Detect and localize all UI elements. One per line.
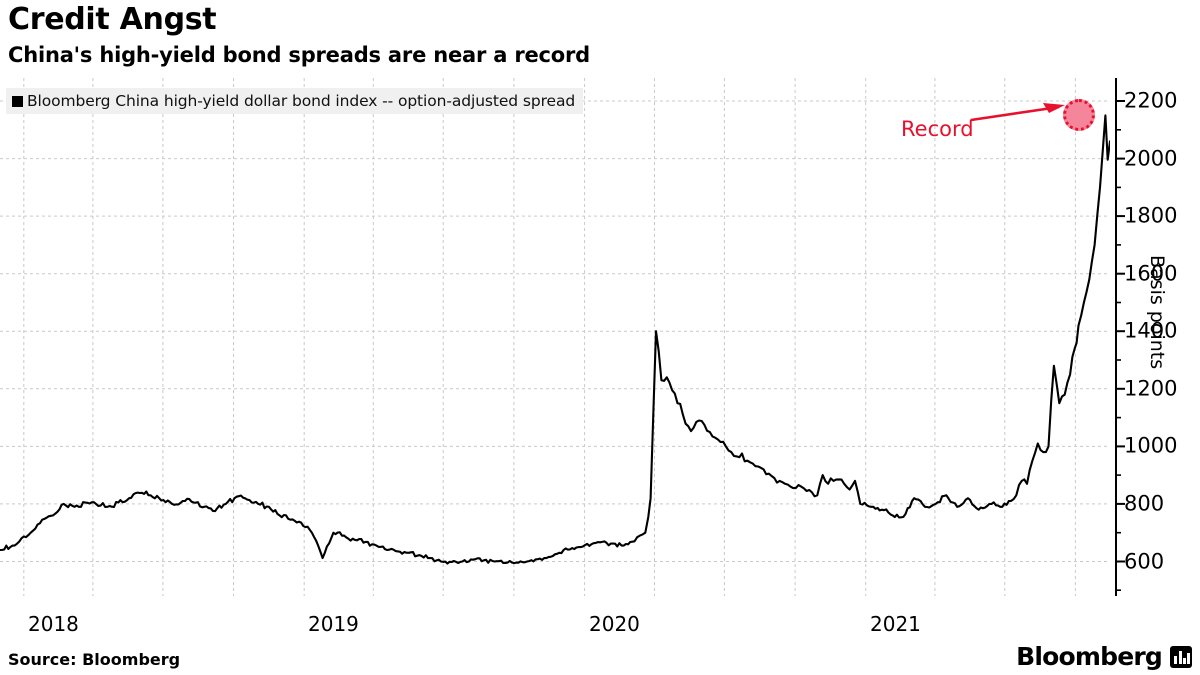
chart-legend: Bloomberg China high-yield dollar bond i… — [6, 88, 584, 114]
y-axis-spine — [1115, 78, 1125, 596]
y-tick-800: 800 — [1124, 491, 1165, 516]
record-arrow-icon — [970, 103, 1065, 122]
y-axis-minor-ticks — [1116, 128, 1121, 592]
page-subtitle: China's high-yield bond spreads are near… — [8, 43, 590, 67]
y-tick-2000: 2000 — [1124, 146, 1178, 171]
x-tick-2020: 2020 — [589, 612, 640, 636]
x-tick-2018: 2018 — [28, 612, 79, 636]
chart-svg — [0, 78, 1110, 596]
y-axis-major-ticks — [1116, 100, 1125, 563]
y-tick-1800: 1800 — [1124, 203, 1178, 228]
bloomberg-bars-icon — [1170, 645, 1192, 668]
y-tick-1400: 1400 — [1124, 318, 1178, 343]
legend-swatch-icon — [12, 95, 23, 107]
y-axis-title: Basis points — [1146, 255, 1168, 370]
y-axis: 600 800 1000 1200 1400 1600 1800 2000 2200 — [1110, 70, 1200, 600]
series-line-china-hy-oas — [0, 114, 1110, 565]
vertical-gridlines — [23, 78, 1076, 596]
bloomberg-logo: Bloomberg — [1016, 644, 1192, 669]
y-tick-1600: 1600 — [1124, 261, 1178, 286]
source-note: Source: Bloomberg — [8, 650, 181, 669]
y-tick-2200: 2200 — [1124, 88, 1178, 113]
y-tick-1000: 1000 — [1124, 433, 1178, 458]
y-tick-1200: 1200 — [1124, 376, 1178, 401]
x-tick-2021: 2021 — [870, 612, 921, 636]
x-tick-2019: 2019 — [308, 612, 359, 636]
record-marker-icon — [1063, 99, 1095, 131]
horizontal-gridlines — [0, 100, 1110, 562]
page-title: Credit Angst — [8, 2, 217, 37]
chart-plot-area — [0, 78, 1110, 596]
record-annotation-label: Record — [901, 117, 974, 141]
legend-series-label: Bloomberg China high-yield dollar bond i… — [27, 92, 576, 110]
y-tick-600: 600 — [1124, 549, 1165, 573]
bloomberg-wordmark: Bloomberg — [1016, 642, 1163, 671]
